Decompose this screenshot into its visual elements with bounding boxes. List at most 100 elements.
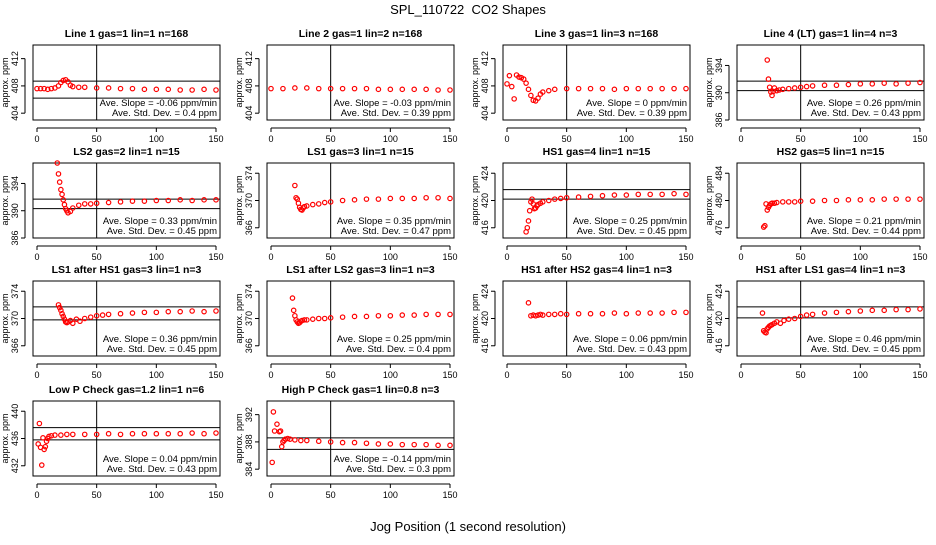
data-point: [671, 190, 677, 197]
data-point: [351, 313, 358, 320]
x-tick-label: 100: [149, 370, 164, 380]
y-tick-label: 408: [480, 78, 490, 93]
y-axis-label: approx. ppm: [234, 57, 244, 107]
data-point: [75, 84, 82, 91]
x-tick-label: 150: [208, 370, 223, 380]
data-point: [129, 430, 136, 437]
data-point: [797, 198, 804, 204]
data-point: [905, 196, 911, 202]
data-point: [189, 87, 195, 93]
y-tick-label: 370: [244, 193, 254, 208]
data-point: [37, 85, 44, 92]
data-point: [530, 97, 537, 104]
std-dev-annotation: Ave. Std. Dev. = 0.43 ppm: [577, 344, 687, 355]
data-point: [93, 200, 100, 207]
x-tick-label: 150: [208, 490, 223, 500]
data-point: [411, 312, 418, 318]
y-tick-label: 432: [10, 458, 20, 473]
data-point: [803, 312, 810, 318]
y-tick-label: 480: [714, 193, 724, 208]
x-tick-label: 150: [678, 134, 693, 144]
data-point: [411, 195, 418, 202]
panel-1: Line 1 gas=1 lin=1 n=168 404 408 412approx.…: [0, 28, 224, 144]
panel-title: LS1 after LS2 gas=3 lin=1 n=3: [286, 264, 435, 276]
data-point: [105, 85, 112, 91]
slope-annotation: Ave. Slope = 0.25 ppm/min: [573, 216, 687, 227]
data-point: [60, 77, 67, 84]
data-point: [599, 192, 606, 199]
data-point: [411, 441, 418, 448]
data-point: [821, 197, 828, 204]
x-tick-label: 50: [562, 370, 572, 380]
data-point: [893, 81, 899, 87]
panel-12: HS1 after LS1 gas=4 lin=1 n=3 416 420 424ap…: [704, 264, 928, 380]
data-point: [278, 443, 285, 450]
data-point: [683, 85, 689, 92]
data-point: [58, 432, 64, 438]
y-axis-label: approx. ppm: [0, 175, 10, 225]
data-point: [771, 200, 778, 207]
y-axis-label: approx. ppm: [0, 293, 10, 343]
y-axis-label: approx. ppm: [470, 57, 480, 107]
data-point: [623, 310, 630, 317]
data-point: [289, 295, 296, 301]
x-tick-label: 0: [34, 134, 39, 144]
y-tick-label: 384: [244, 462, 254, 477]
data-point: [87, 201, 94, 207]
x-tick-label: 50: [92, 370, 102, 380]
data-point: [447, 87, 453, 93]
data-point: [791, 315, 798, 322]
data-point: [845, 81, 852, 88]
std-dev-annotation: Ave. Std. Dev. = 0.39 ppm: [577, 108, 687, 119]
panel-title: HS1 gas=4 lin=1 n=15: [543, 146, 651, 158]
data-point: [659, 310, 665, 316]
data-point: [339, 197, 346, 204]
data-point: [301, 203, 308, 210]
data-point: [41, 85, 47, 92]
data-point: [213, 197, 219, 203]
data-point: [905, 80, 911, 86]
data-point: [893, 306, 899, 313]
data-point: [375, 86, 382, 93]
panel-9: LS1 after HS1 gas=3 lin=1 n=3 366 370 374ap…: [0, 264, 224, 380]
data-point: [351, 439, 358, 446]
data-point: [635, 191, 642, 198]
data-point: [153, 309, 160, 316]
data-point: [303, 437, 310, 444]
data-point: [773, 199, 780, 206]
x-tick-label: 150: [678, 252, 693, 262]
std-dev-annotation: Ave. Std. Dev. = 0.47 ppm: [341, 226, 451, 237]
data-point: [141, 198, 148, 204]
data-point: [117, 431, 124, 438]
y-tick-label: 392: [244, 407, 254, 422]
x-tick-label: 0: [268, 370, 273, 380]
data-point: [269, 459, 275, 466]
data-point: [213, 308, 219, 314]
data-point: [213, 430, 219, 436]
data-point: [339, 85, 346, 92]
data-point: [59, 310, 65, 317]
data-point: [60, 313, 67, 320]
x-tick-label: 150: [678, 370, 693, 380]
data-point: [833, 309, 840, 316]
panel-3: Line 3 gas=1 lin=3 n=168 404 408 412approx.…: [470, 28, 694, 144]
x-tick-label: 50: [796, 370, 806, 380]
y-tick-label: 386: [714, 112, 724, 127]
data-point: [545, 197, 552, 204]
data-point: [525, 86, 532, 93]
data-point: [201, 430, 207, 437]
y-tick-label: 370: [244, 311, 254, 326]
data-point: [545, 311, 552, 318]
data-point: [762, 222, 768, 229]
panel-11: HS1 after HS2 gas=4 lin=1 n=3 416 420 424ap…: [470, 264, 694, 380]
data-point: [833, 82, 840, 89]
x-tick-label: 50: [326, 490, 336, 500]
data-point: [327, 315, 334, 321]
data-point: [764, 57, 771, 63]
y-tick-label: 412: [10, 51, 20, 66]
y-tick-label: 366: [244, 220, 254, 235]
data-point: [387, 441, 394, 447]
std-dev-annotation: Ave. Std. Dev. = 0.43 ppm: [107, 464, 217, 475]
